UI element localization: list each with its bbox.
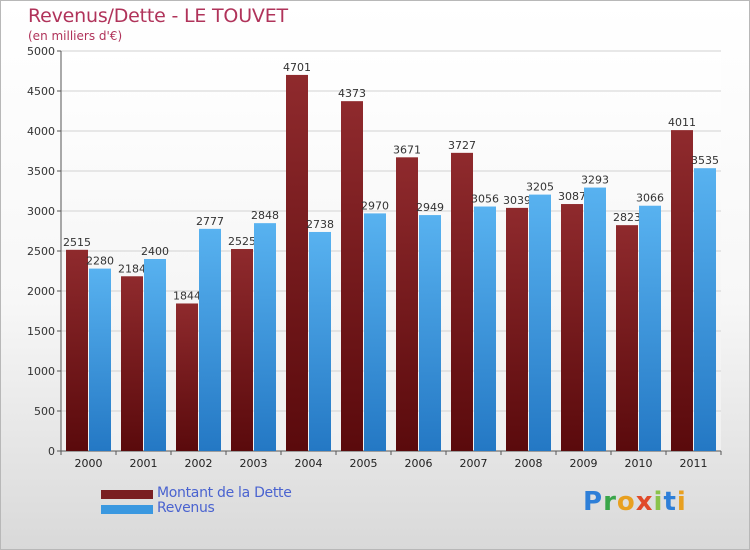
y-tick-label: 1000 (27, 365, 55, 378)
bar-revenue (419, 215, 441, 451)
bar-debt (671, 130, 693, 451)
data-label-debt: 4011 (668, 116, 696, 129)
y-tick-label: 5000 (27, 45, 55, 58)
y-tick-label: 2500 (27, 245, 55, 258)
data-label-debt: 1844 (173, 289, 201, 302)
data-label-debt: 3671 (393, 143, 421, 156)
bar-debt (451, 152, 473, 451)
bar-debt (616, 225, 638, 451)
bar-debt (121, 276, 143, 451)
bar-revenue (89, 268, 111, 451)
y-tick-label: 500 (34, 405, 55, 418)
legend-swatch-debt (101, 490, 153, 499)
data-label-debt: 2515 (63, 236, 91, 249)
bar-debt (396, 157, 418, 451)
chart-title: Revenus/Dette - LE TOUVET (28, 5, 288, 27)
data-label-revenue: 2970 (361, 199, 389, 212)
x-tick-label: 2005 (350, 457, 378, 470)
bar-revenue (639, 205, 661, 451)
y-tick-label: 3500 (27, 165, 55, 178)
x-tick-label: 2006 (405, 457, 433, 470)
bar-debt (506, 207, 528, 451)
data-label-debt: 3087 (558, 190, 586, 203)
x-tick-label: 2011 (680, 457, 708, 470)
y-tick-label: 2000 (27, 285, 55, 298)
data-label-revenue: 2848 (251, 209, 279, 222)
x-tick-label: 2009 (570, 457, 598, 470)
data-label-debt: 4701 (283, 61, 311, 74)
x-tick-label: 2007 (460, 457, 488, 470)
data-label-revenue: 2400 (141, 245, 169, 258)
x-tick-label: 2002 (185, 457, 213, 470)
data-label-revenue: 3293 (581, 174, 609, 187)
data-label-revenue: 2949 (416, 201, 444, 214)
legend-label-revenue: Revenus (157, 500, 215, 516)
y-tick-label: 4500 (27, 85, 55, 98)
data-label-debt: 2184 (118, 262, 146, 275)
bar-debt (286, 74, 308, 452)
data-label-revenue: 3056 (471, 193, 499, 206)
bar-revenue (254, 223, 276, 451)
legend-swatch-revenue (101, 505, 153, 514)
data-label-revenue: 3535 (691, 154, 719, 167)
data-label-revenue: 2777 (196, 215, 224, 228)
y-tick-label: 1500 (27, 325, 55, 338)
y-tick-label: 0 (48, 445, 55, 458)
data-label-revenue: 3066 (636, 192, 664, 205)
data-label-debt: 3727 (448, 139, 476, 152)
bar-debt (176, 303, 198, 451)
data-label-revenue: 2738 (306, 218, 334, 231)
bar-debt (66, 249, 88, 451)
bar-revenue (309, 231, 331, 451)
bar-revenue (474, 206, 496, 451)
proxiti-logo: Proxiti (583, 487, 687, 517)
bar-revenue (144, 259, 166, 451)
bar-debt (341, 101, 363, 451)
bar-revenue (694, 168, 716, 451)
chart-subtitle: (en milliers d'€) (28, 29, 123, 43)
data-label-revenue: 3205 (526, 181, 554, 194)
data-label-debt: 2525 (228, 235, 256, 248)
bar-revenue (584, 187, 606, 451)
y-tick-label: 3000 (27, 205, 55, 218)
x-tick-label: 2010 (625, 457, 653, 470)
data-label-debt: 4373 (338, 87, 366, 100)
bar-debt (561, 204, 583, 451)
legend-label-debt: Montant de la Dette (157, 485, 292, 501)
x-tick-label: 2008 (515, 457, 543, 470)
bar-revenue (529, 194, 551, 451)
data-label-debt: 2823 (613, 211, 641, 224)
x-tick-label: 2003 (240, 457, 268, 470)
x-tick-label: 2001 (130, 457, 158, 470)
bar-revenue (364, 213, 386, 451)
data-label-debt: 3039 (503, 194, 531, 207)
x-tick-label: 2004 (295, 457, 323, 470)
x-tick-label: 2000 (75, 457, 103, 470)
bar-revenue (199, 228, 221, 451)
data-label-revenue: 2280 (86, 255, 114, 268)
y-tick-label: 4000 (27, 125, 55, 138)
bar-debt (231, 249, 253, 451)
